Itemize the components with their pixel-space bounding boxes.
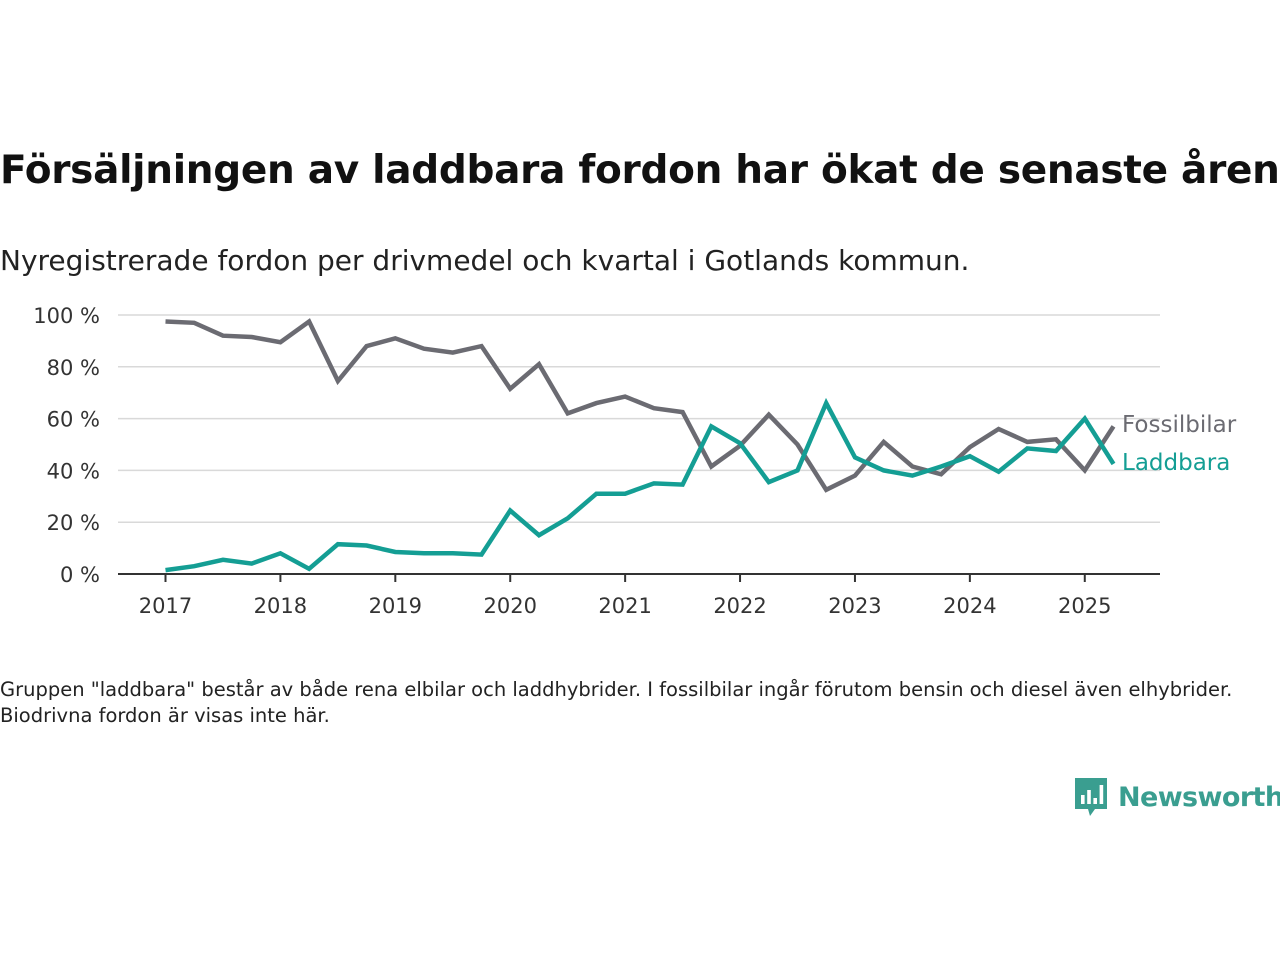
x-axis: 2017 2018 2019 2020 2021 2022 2023 2024 2025 xyxy=(118,573,1160,618)
chart-subtitle: Nyregistrerade fordon per drivmedel och … xyxy=(0,244,970,277)
y-tick-label: 20 % xyxy=(47,511,100,535)
x-tick-label: 2022 xyxy=(713,594,766,618)
y-tick-label: 100 % xyxy=(33,304,100,328)
x-tick-label: 2024 xyxy=(943,594,996,618)
chart-title: Försäljningen av laddbara fordon har öka… xyxy=(0,148,1280,193)
series-label-laddbara: Laddbara xyxy=(1122,450,1230,476)
x-tick-label: 2025 xyxy=(1058,594,1111,618)
y-tick-label: 80 % xyxy=(47,356,100,380)
x-tick-label: 2017 xyxy=(139,594,192,618)
footnote: Gruppen "laddbara" består av både rena e… xyxy=(0,678,1233,727)
y-axis: 0 % 20 % 40 % 60 % 80 % 100 % xyxy=(33,304,100,587)
series-line-fossilbilar xyxy=(165,318,1116,493)
x-tick-label: 2021 xyxy=(598,594,651,618)
y-tick-label: 60 % xyxy=(47,408,100,432)
y-tick-label: 40 % xyxy=(47,459,100,483)
x-tick-label: 2023 xyxy=(828,594,881,618)
brand-logo[interactable]: Newsworthy xyxy=(1073,776,1280,818)
x-tick-label: 2020 xyxy=(484,594,537,618)
series-labels: Fossilbilar Laddbara xyxy=(1122,412,1237,476)
x-tick-label: 2019 xyxy=(369,594,422,618)
brand-name: Newsworthy xyxy=(1118,781,1280,813)
x-tick-label: 2018 xyxy=(254,594,307,618)
line-chart: 0 % 20 % 40 % 60 % 80 % 100 % 2017 2018 2019 202… xyxy=(33,304,1237,618)
series-lines xyxy=(165,318,1116,573)
series-label-fossilbilar: Fossilbilar xyxy=(1122,412,1237,438)
gridlines xyxy=(118,314,1160,523)
series-line-laddbara xyxy=(165,397,1116,573)
y-tick-label: 0 % xyxy=(60,563,100,587)
newsworthy-logo-icon xyxy=(1075,778,1107,816)
